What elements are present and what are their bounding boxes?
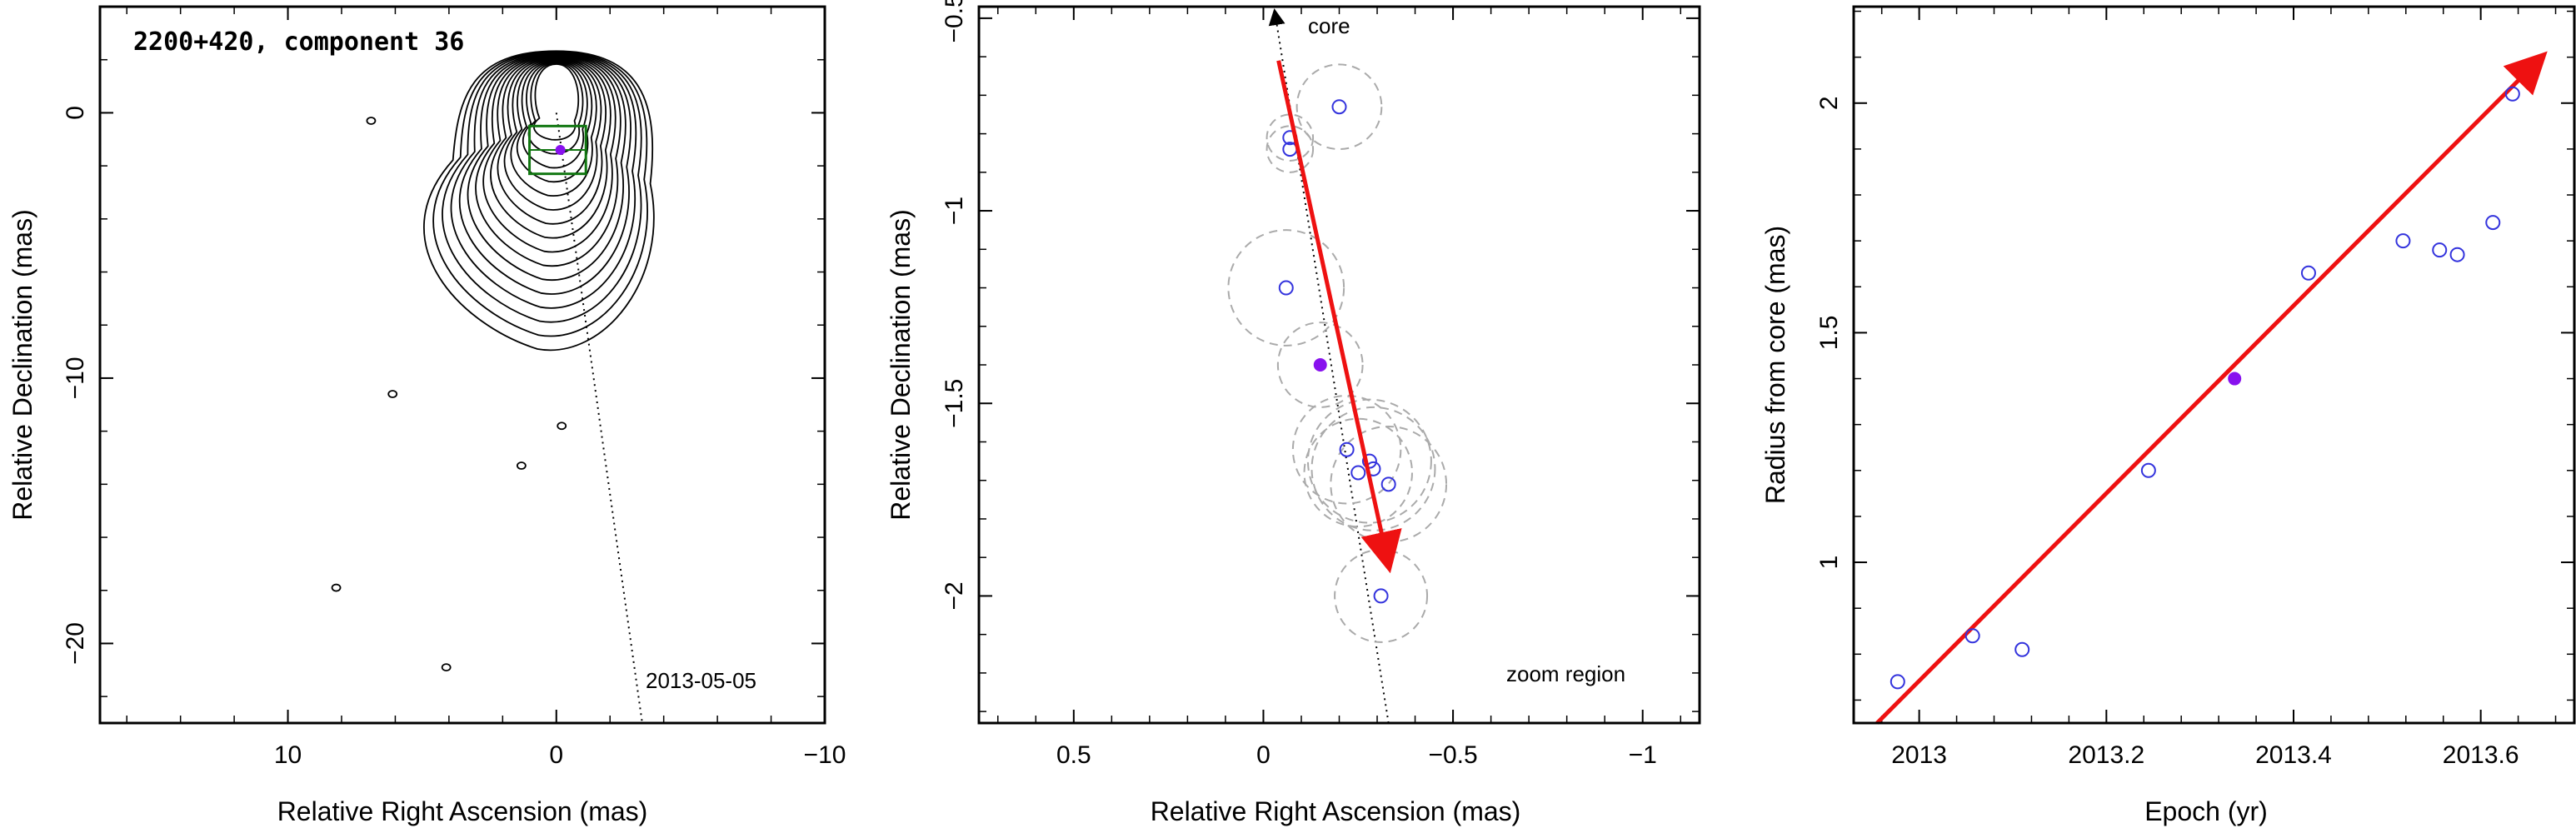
contour-lobe xyxy=(527,62,584,155)
contour-lobe xyxy=(482,56,617,253)
uncertainty-circle xyxy=(1306,398,1432,524)
data-point xyxy=(2485,215,2501,231)
isolated-contour xyxy=(387,390,398,398)
core-annotation: core xyxy=(1308,13,1350,38)
isolated-contour xyxy=(331,583,342,592)
panel-contour-map: 10 0 −10 0 −10 −20 2200+420, component 36 201… xyxy=(7,5,846,826)
x-tick-label: 2013 xyxy=(1891,741,1947,769)
y-tick-label: 1 xyxy=(1815,556,1843,570)
y-tick-label: −10 xyxy=(62,357,89,399)
x-tick-label: −1 xyxy=(1629,741,1657,769)
zoom-region-annotation: zoom region xyxy=(1506,661,1625,686)
x-tick-label: −0.5 xyxy=(1428,741,1477,769)
uncertainty-circle xyxy=(1291,394,1402,505)
data-point xyxy=(1380,476,1396,492)
uncertainty-circle xyxy=(1266,113,1315,162)
x-axis-label: Relative Right Ascension (mas) xyxy=(1151,796,1521,826)
panel-title: 2200+420, component 36 xyxy=(133,27,464,57)
uncertainty-circle xyxy=(1227,229,1345,347)
contour-lobe xyxy=(432,51,648,337)
contour-lobe xyxy=(467,54,627,282)
jet-axis-line xyxy=(555,112,643,724)
x-tick-label: 2013.4 xyxy=(2255,741,2332,769)
highlight-point xyxy=(1313,358,1327,372)
y-tick-label: −1 xyxy=(941,197,968,225)
data-point xyxy=(1373,588,1389,604)
data-point xyxy=(1964,628,1980,644)
data-point xyxy=(2449,247,2465,262)
uncertainty-circle xyxy=(1310,406,1436,531)
contour-lobe xyxy=(497,57,607,225)
data-point xyxy=(1331,99,1347,115)
y-tick-label: 2 xyxy=(1815,96,1843,110)
contour-lobe xyxy=(442,52,642,323)
contour-lobe xyxy=(516,60,593,183)
x-tick-label: −10 xyxy=(804,741,846,769)
uncertainty-circle xyxy=(1303,417,1413,528)
contour-lobe xyxy=(533,63,580,141)
data-point xyxy=(2395,233,2411,249)
plot-frame xyxy=(977,5,1701,725)
uncertainty-circle xyxy=(1295,63,1383,151)
isolated-contour xyxy=(366,117,377,125)
x-tick-label: 0 xyxy=(549,741,563,769)
data-point xyxy=(2140,462,2156,478)
motion-vector-arrow xyxy=(1276,60,1402,574)
y-tick-label: −1.5 xyxy=(941,379,968,428)
contour-lines xyxy=(331,50,655,672)
y-axis-label: Relative Declination (mas) xyxy=(7,209,37,520)
x-tick-label: 10 xyxy=(274,741,302,769)
x-tick-label: 0 xyxy=(1256,741,1271,769)
uncertainty-circle xyxy=(1266,125,1315,173)
contour-lobe xyxy=(522,61,588,169)
date-annotation: 2013-05-05 xyxy=(646,668,756,693)
plot-frame xyxy=(98,5,826,725)
data-point xyxy=(1350,465,1366,481)
data-point xyxy=(1278,280,1294,296)
y-tick-label: −20 xyxy=(62,622,89,665)
x-tick-label: 2013.2 xyxy=(2068,741,2144,769)
y-axis-label: Radius from core (mas) xyxy=(1760,226,1790,504)
isolated-contour xyxy=(516,461,527,470)
contour-lobe xyxy=(510,59,597,197)
isolated-contour xyxy=(441,663,452,672)
data-point xyxy=(1339,441,1355,457)
contour-lobe xyxy=(475,55,622,267)
uncertainty-circle xyxy=(1334,548,1429,643)
plot-frame xyxy=(1852,5,2576,725)
data-point xyxy=(2432,242,2448,258)
x-tick-label: 0.5 xyxy=(1056,741,1091,769)
x-axis-label: Epoch (yr) xyxy=(2144,796,2268,826)
panel-zoom-region: 0.5 0 −0.5 −1−0.5−1−1.5−2 core zoom region … xyxy=(886,0,1701,826)
highlight-point xyxy=(2228,372,2242,386)
y-tick-label: 0 xyxy=(62,106,89,120)
contour-lobe xyxy=(423,50,655,352)
data-point xyxy=(2300,265,2316,281)
data-point xyxy=(1890,674,1905,690)
data-point xyxy=(2504,86,2520,102)
contour-lobe xyxy=(450,52,637,309)
component-marker xyxy=(555,145,566,155)
y-tick-label: 1.5 xyxy=(1815,316,1843,351)
y-tick-label: −2 xyxy=(941,581,968,610)
data-point xyxy=(1361,453,1377,469)
panel-radius-vs-epoch: 2013 2013.2 2013.4 2013.6 1 1.5 2 Epoch (yr) R… xyxy=(1760,5,2576,826)
isolated-contour xyxy=(557,421,567,431)
y-tick-label: −0.5 xyxy=(941,0,968,42)
fit-line-arrow xyxy=(1875,51,2548,725)
contour-lobe xyxy=(490,57,612,239)
data-point xyxy=(2014,641,2030,657)
x-tick-label: 2013.6 xyxy=(2443,741,2519,769)
y-axis-label: Relative Declination (mas) xyxy=(886,209,916,520)
x-axis-label: Relative Right Ascension (mas) xyxy=(277,796,648,826)
contour-lobe xyxy=(458,53,632,295)
uncertainty-circle xyxy=(1276,322,1364,408)
contour-lobe xyxy=(503,58,602,211)
